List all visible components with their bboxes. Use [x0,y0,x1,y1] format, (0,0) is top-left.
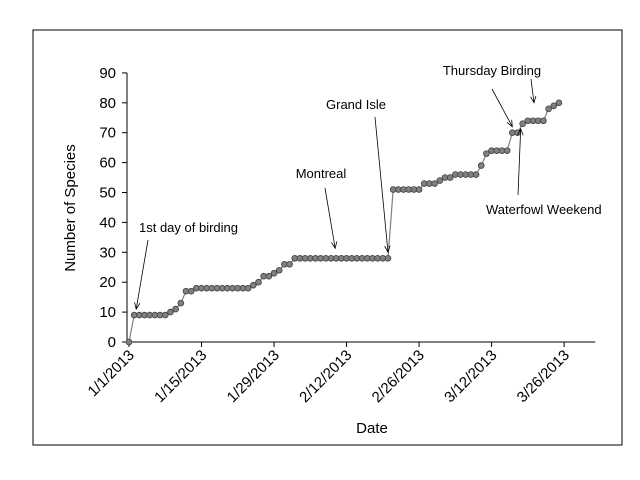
data-point [415,186,423,193]
y-tick-label: 90 [99,65,116,82]
data-point [503,147,511,154]
annotation-arrow [517,128,522,196]
data-point [177,299,185,307]
data-point [436,177,444,184]
data-point [540,117,547,125]
arrowhead-icon [384,245,391,254]
arrowhead-icon [506,119,513,128]
annotation-label: Thursday Birding [443,63,541,78]
data-point [384,254,392,262]
data-point [255,278,262,286]
y-tick-label: 80 [99,95,116,112]
annotation-arrow [530,78,535,103]
annotation-arrow [491,88,513,127]
data-point [555,99,563,107]
annotation-label: Waterfowl Weekend [486,202,602,217]
data-point [550,102,558,110]
data-point [172,305,179,313]
data-point [545,105,552,113]
annotation-label: 1st day of birding [139,220,238,235]
annotation-label: Montreal [296,166,347,181]
y-tick-label: 0 [108,334,116,351]
arrowhead-icon [530,95,537,104]
data-point [431,180,438,187]
arrowhead-icon [331,241,338,250]
y-tick-label: 40 [99,214,116,231]
y-tick-label: 20 [99,274,116,291]
chart-border [32,29,623,446]
data-point [446,174,454,181]
annotation-arrow [374,116,389,253]
data-point [250,281,257,289]
data-point [519,120,526,128]
annotation-arrow [135,239,149,310]
y-tick-label: 30 [99,244,116,261]
arrowhead-icon [134,302,141,311]
data-point [275,266,283,274]
annotation-arrow [324,187,336,249]
data-point [161,311,169,319]
data-point [265,272,273,280]
x-axis-label: Date [356,420,388,437]
annotation-label: Grand Isle [326,97,386,112]
data-point [477,162,485,169]
y-axis-label: Number of Species [62,144,79,272]
data-point [125,338,133,346]
data-point [244,284,252,292]
data-point [483,150,490,157]
data-point [167,308,174,316]
y-tick-label: 50 [99,185,116,202]
data-point [270,269,278,277]
y-tick-label: 60 [99,155,116,172]
y-tick-label: 10 [99,304,116,321]
y-tick-label: 70 [99,125,116,142]
arrowhead-icon [517,127,524,136]
data-point [286,260,293,268]
data-point [187,287,195,295]
data-point [472,171,480,178]
